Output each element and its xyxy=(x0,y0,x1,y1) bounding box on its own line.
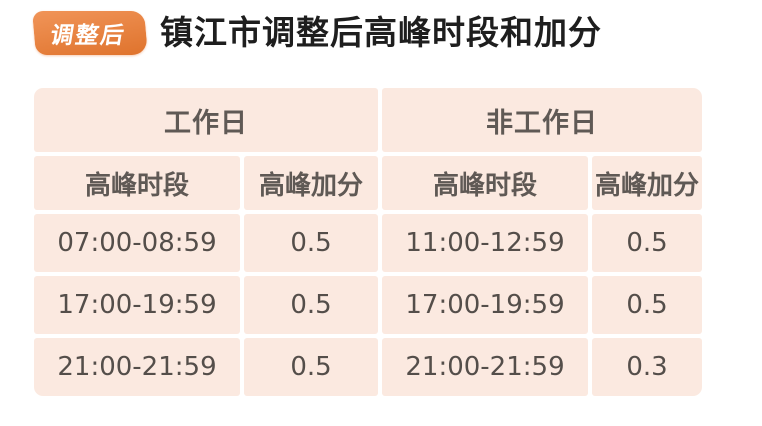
column-header-workday-peak-period: 高峰时段 xyxy=(34,156,240,210)
table-cell-nonworkday-period: 21:00-21:59 xyxy=(382,338,588,396)
page-header: 调整后 镇江市调整后高峰时段和加分 xyxy=(32,9,602,57)
column-header-workday-peak-bonus: 高峰加分 xyxy=(244,156,378,210)
table-cell-workday-bonus: 0.5 xyxy=(244,276,378,334)
page-title: 镇江市调整后高峰时段和加分 xyxy=(160,13,602,52)
column-header-nonworkday-peak-bonus: 高峰加分 xyxy=(592,156,702,210)
table-cell-nonworkday-bonus: 0.5 xyxy=(592,276,702,334)
column-group-non-workday: 非工作日 xyxy=(382,88,702,152)
table-cell-workday-period: 07:00-08:59 xyxy=(34,214,240,272)
column-header-nonworkday-peak-period: 高峰时段 xyxy=(382,156,588,210)
table-cell-nonworkday-bonus: 0.3 xyxy=(592,338,702,396)
table-cell-workday-period: 17:00-19:59 xyxy=(34,276,240,334)
adjusted-badge: 调整后 xyxy=(32,11,148,55)
table-cell-workday-bonus: 0.5 xyxy=(244,214,378,272)
table-cell-nonworkday-period: 17:00-19:59 xyxy=(382,276,588,334)
table-cell-workday-period: 21:00-21:59 xyxy=(34,338,240,396)
peak-times-table: 工作日 非工作日 高峰时段 高峰加分 高峰时段 高峰加分 07:00-08:59… xyxy=(34,88,702,396)
table-cell-nonworkday-bonus: 0.5 xyxy=(592,214,702,272)
table-cell-workday-bonus: 0.5 xyxy=(244,338,378,396)
table-cell-nonworkday-period: 11:00-12:59 xyxy=(382,214,588,272)
column-group-workday: 工作日 xyxy=(34,88,378,152)
adjusted-badge-label: 调整后 xyxy=(48,23,128,49)
